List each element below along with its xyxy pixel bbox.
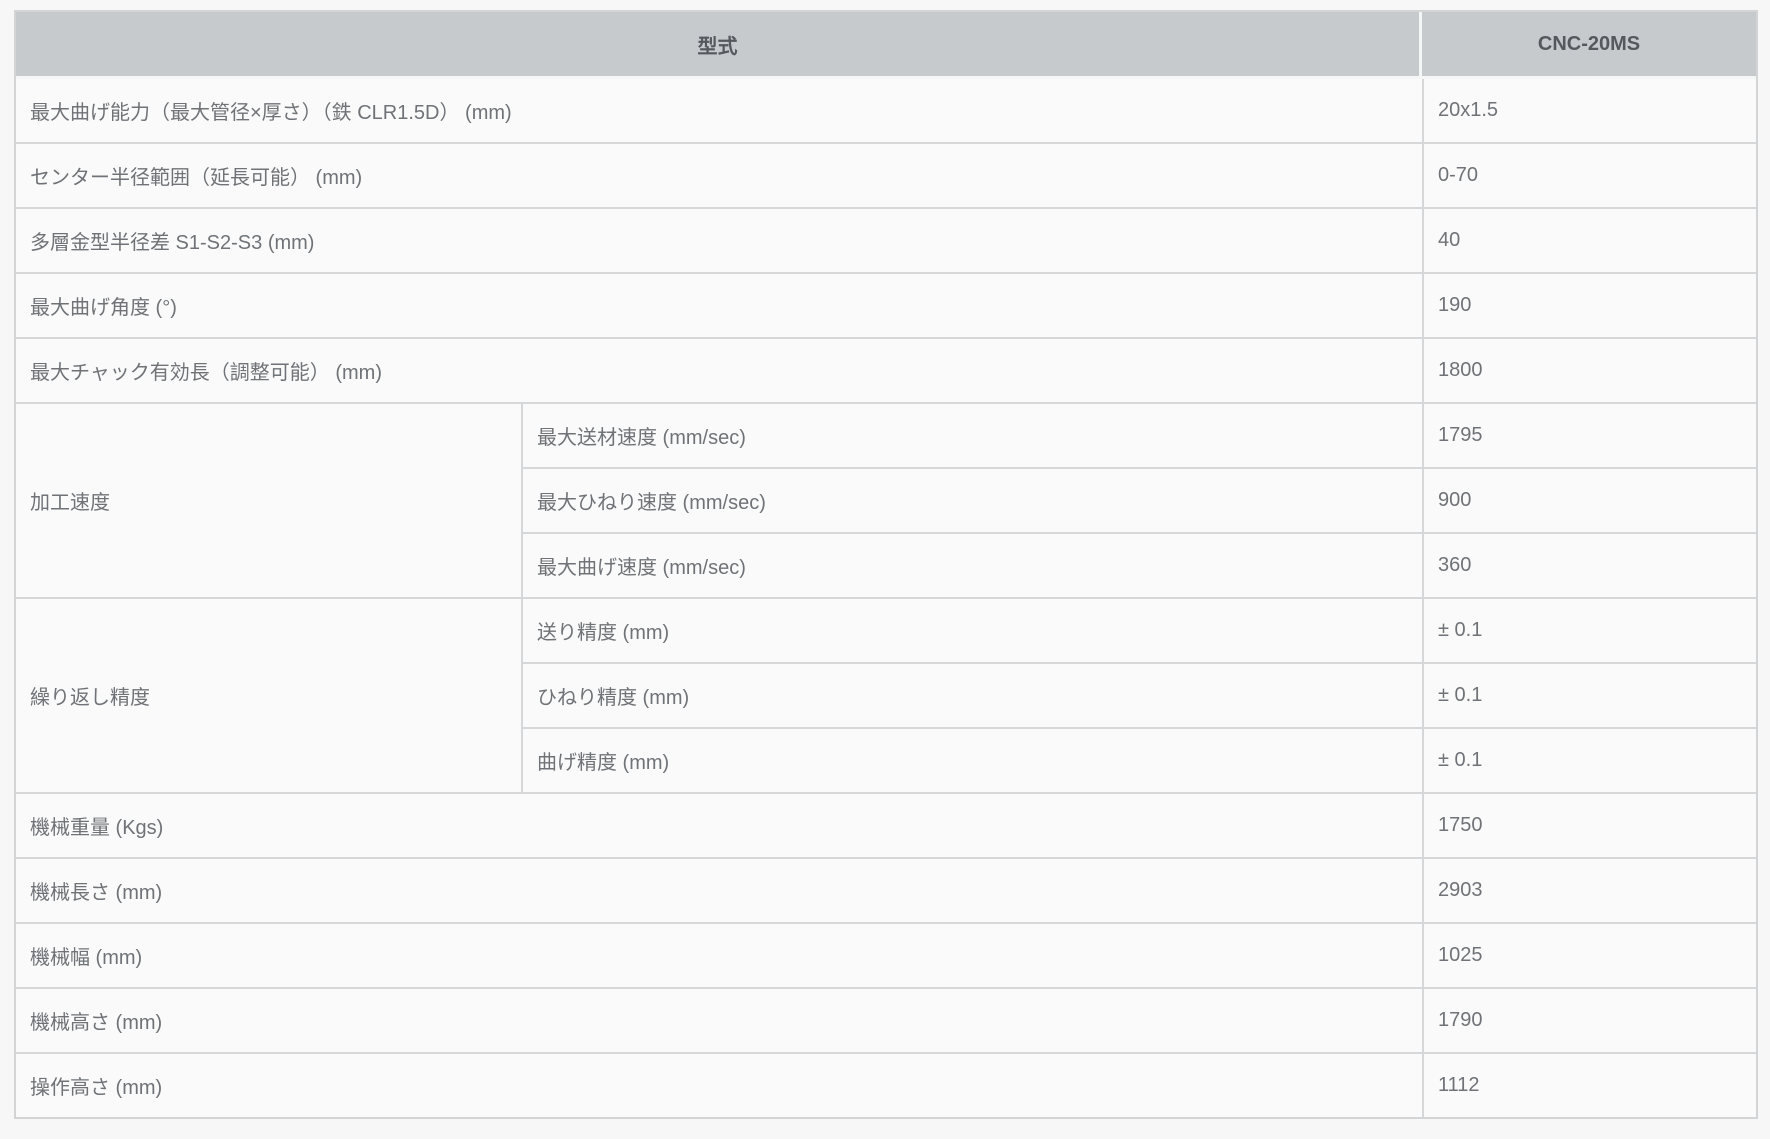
spec-value-cell: 1790 [1422, 987, 1756, 1052]
spec-sub-row: 曲げ精度 (mm) ± 0.1 [16, 727, 1756, 792]
sub-label-cell: ひねり精度 (mm) [521, 662, 1422, 727]
spec-sub-row: 最大ひねり速度 (mm/sec) 900 [16, 467, 1756, 532]
sub-label-cell: 最大ひねり速度 (mm/sec) [521, 467, 1422, 532]
spec-sub-row: 最大曲げ速度 (mm/sec) 360 [16, 532, 1756, 597]
spec-value-cell: 190 [1422, 272, 1756, 337]
spec-label-cell: 機械高さ (mm) [16, 987, 1422, 1052]
spec-value-cell: 1750 [1422, 792, 1756, 857]
group-label-cell: 繰り返し精度 [16, 597, 521, 792]
spec-label-cell: 機械長さ (mm) [16, 857, 1422, 922]
spec-value-cell: 20x1.5 [1422, 79, 1756, 142]
sub-label-cell: 最大曲げ速度 (mm/sec) [521, 532, 1422, 597]
spec-row: 多層金型半径差 S1-S2-S3 (mm) 40 [16, 207, 1756, 272]
table-header-row: 型式 CNC-20MS [16, 12, 1756, 79]
spec-value-cell: 900 [1422, 467, 1756, 532]
spec-row: 操作高さ (mm) 1112 [16, 1052, 1756, 1117]
spec-value-cell: ± 0.1 [1422, 727, 1756, 792]
spec-row: 機械長さ (mm) 2903 [16, 857, 1756, 922]
spec-row: センター半径範囲（延長可能） (mm) 0-70 [16, 142, 1756, 207]
spec-value-cell: 1795 [1422, 402, 1756, 467]
spec-row: 最大チャック有効長（調整可能） (mm) 1800 [16, 337, 1756, 402]
spec-value-cell: 40 [1422, 207, 1756, 272]
spec-sub-row: ひねり精度 (mm) ± 0.1 [16, 662, 1756, 727]
spec-row: 最大曲げ能力（最大管径×厚さ）（鉄 CLR1.5D） (mm) 20x1.5 [16, 79, 1756, 142]
spec-label-cell: 最大曲げ角度 (°) [16, 272, 1422, 337]
spec-value-cell: 360 [1422, 532, 1756, 597]
spec-row: 機械重量 (Kgs) 1750 [16, 792, 1756, 857]
spec-value-cell: ± 0.1 [1422, 662, 1756, 727]
sub-label-cell: 最大送材速度 (mm/sec) [521, 402, 1422, 467]
spec-row: 機械幅 (mm) 1025 [16, 922, 1756, 987]
spec-label-cell: 最大曲げ能力（最大管径×厚さ）（鉄 CLR1.5D） (mm) [16, 79, 1422, 142]
header-model-label: 型式 [16, 12, 1422, 79]
header-model-value: CNC-20MS [1422, 12, 1756, 79]
spec-label-cell: センター半径範囲（延長可能） (mm) [16, 142, 1422, 207]
spec-label-cell: 機械重量 (Kgs) [16, 792, 1422, 857]
spec-value-cell: 1112 [1422, 1052, 1756, 1117]
spec-group-row: 繰り返し精度 送り精度 (mm) ± 0.1 [16, 597, 1756, 792]
spec-row: 機械高さ (mm) 1790 [16, 987, 1756, 1052]
spec-table: 型式 CNC-20MS 最大曲げ能力（最大管径×厚さ）（鉄 CLR1.5D） (… [14, 10, 1758, 1119]
spec-value-cell: ± 0.1 [1422, 597, 1756, 662]
spec-label-cell: 多層金型半径差 S1-S2-S3 (mm) [16, 207, 1422, 272]
spec-value-cell: 1025 [1422, 922, 1756, 987]
spec-row: 最大曲げ角度 (°) 190 [16, 272, 1756, 337]
group-label-cell: 加工速度 [16, 402, 521, 597]
spec-value-cell: 0-70 [1422, 142, 1756, 207]
spec-value-cell: 1800 [1422, 337, 1756, 402]
spec-label-cell: 機械幅 (mm) [16, 922, 1422, 987]
spec-label-cell: 最大チャック有効長（調整可能） (mm) [16, 337, 1422, 402]
spec-label-cell: 操作高さ (mm) [16, 1052, 1422, 1117]
sub-label-cell: 送り精度 (mm) [521, 597, 1422, 662]
spec-group-row: 加工速度 最大送材速度 (mm/sec) 1795 [16, 402, 1756, 597]
sub-label-cell: 曲げ精度 (mm) [521, 727, 1422, 792]
spec-value-cell: 2903 [1422, 857, 1756, 922]
